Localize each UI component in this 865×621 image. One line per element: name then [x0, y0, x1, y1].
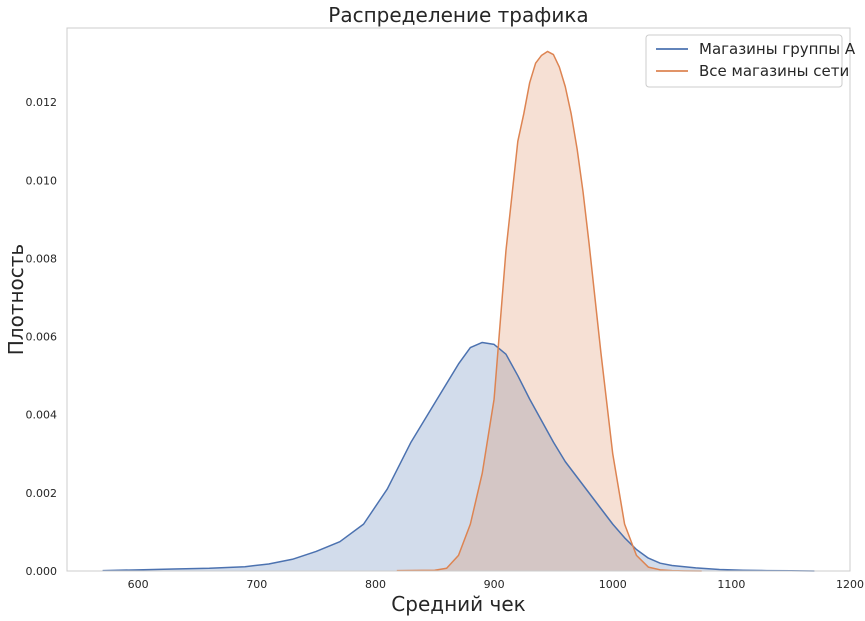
y-tick-label: 0.004: [26, 409, 58, 422]
y-tick-label: 0.008: [26, 252, 58, 265]
x-tick-label: 1200: [836, 578, 864, 591]
legend-label: Все магазины сети: [699, 62, 849, 80]
series-line-0: [102, 341, 815, 572]
legend: Магазины группы А Все магазины сети: [645, 34, 856, 88]
x-axis-label: Средний чек: [391, 592, 525, 616]
x-tick-label: 1100: [717, 578, 745, 591]
x-tick-label: 1000: [599, 578, 627, 591]
series-area-1: [396, 51, 702, 571]
y-tick-label: 0.010: [26, 174, 58, 187]
chart-title: Распределение трафика: [328, 3, 588, 27]
series-line-1: [396, 50, 702, 572]
plot-area: 600 700 800 900 1000 1100 1200 0.000 0.002 0.004 0…: [26, 27, 864, 591]
y-axis-label: Плотность: [4, 244, 28, 355]
x-tick-label: 900: [484, 578, 505, 591]
y-tick-label: 0.012: [26, 96, 58, 109]
y-tick-label: 0.000: [26, 565, 58, 578]
legend-label: Магазины группы А: [699, 40, 856, 58]
x-tick-label: 800: [365, 578, 386, 591]
plot-frame: [66, 27, 851, 572]
x-tick-label: 700: [246, 578, 267, 591]
y-tick-label: 0.006: [26, 331, 58, 344]
legend-box: [645, 34, 843, 88]
y-tick-label: 0.002: [26, 487, 58, 500]
x-tick-label: 600: [128, 578, 149, 591]
series-area-0: [102, 342, 815, 571]
